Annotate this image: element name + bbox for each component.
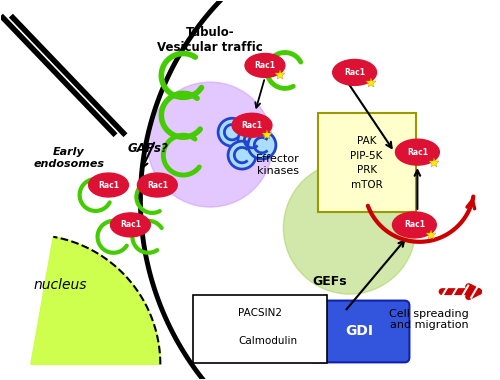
- FancyBboxPatch shape: [193, 294, 326, 363]
- Text: PACSIN2: PACSIN2: [238, 307, 282, 318]
- Text: Rac1: Rac1: [242, 121, 262, 130]
- Text: Rac1: Rac1: [120, 220, 141, 230]
- Text: Rac1: Rac1: [98, 180, 119, 190]
- Text: Rac1: Rac1: [344, 68, 365, 77]
- Text: PAK
PIP-5K
PRK
mTOR: PAK PIP-5K PRK mTOR: [350, 136, 383, 190]
- Text: Rac1: Rac1: [147, 180, 168, 190]
- Ellipse shape: [138, 173, 177, 197]
- Circle shape: [238, 126, 266, 154]
- Text: Rac1: Rac1: [407, 148, 428, 157]
- Text: Effector
kinases: Effector kinases: [256, 154, 300, 176]
- Text: nucleus: nucleus: [34, 278, 88, 292]
- Circle shape: [218, 118, 246, 146]
- FancyBboxPatch shape: [318, 113, 416, 212]
- Circle shape: [228, 141, 256, 169]
- Circle shape: [206, 329, 230, 353]
- Circle shape: [248, 131, 276, 159]
- Ellipse shape: [392, 212, 436, 238]
- Text: Rac1: Rac1: [254, 61, 276, 70]
- Circle shape: [284, 162, 416, 294]
- Ellipse shape: [110, 213, 150, 237]
- Circle shape: [148, 82, 272, 207]
- Ellipse shape: [332, 60, 376, 86]
- Ellipse shape: [232, 113, 272, 137]
- Text: Tubulo-
Vesicular traffic: Tubulo- Vesicular traffic: [158, 25, 263, 54]
- Ellipse shape: [280, 318, 320, 342]
- Text: Cell spreading
and migration: Cell spreading and migration: [390, 309, 469, 330]
- Text: Early
endosomes: Early endosomes: [33, 147, 104, 169]
- Ellipse shape: [245, 54, 285, 78]
- Text: GDI: GDI: [346, 325, 374, 339]
- Ellipse shape: [88, 173, 128, 197]
- FancyBboxPatch shape: [310, 301, 410, 363]
- Text: Rac1: Rac1: [290, 325, 310, 334]
- Ellipse shape: [396, 139, 440, 165]
- Text: Rac1: Rac1: [404, 220, 425, 230]
- Text: GAPs?: GAPs?: [128, 142, 169, 155]
- Text: GEFs: GEFs: [312, 275, 347, 288]
- Wedge shape: [31, 237, 160, 364]
- Text: Calmodulin: Calmodulin: [238, 336, 297, 347]
